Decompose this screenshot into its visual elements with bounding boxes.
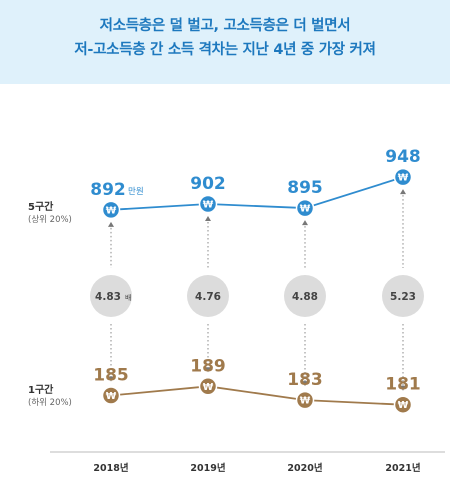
top-series-line [110, 176, 404, 211]
bottom-marker-1-won-icon: ₩ [203, 382, 214, 393]
top-value-label-2: 895 [287, 178, 323, 198]
bottom-series-line [110, 385, 404, 406]
top-marker-3-won-icon: ₩ [398, 173, 409, 184]
headline-line-2: 저-고소득층 간 소득 격차는 지난 4년 중 가장 커져 [74, 42, 376, 58]
arrow-up-1 [205, 216, 211, 221]
ratio-label-0: 4.83 [95, 291, 121, 303]
arrow-down-0 [108, 376, 114, 382]
unit-label: 만원 [128, 187, 144, 197]
top-marker-1-won-icon: ₩ [203, 200, 214, 211]
ratio-label-2: 4.88 [292, 291, 318, 303]
bottom-marker-3 [393, 395, 413, 414]
x-tick-label-2: 2020년 [287, 462, 322, 474]
bottom-quintile-label: 1구간 [28, 385, 54, 396]
arrow-down-1 [205, 367, 211, 373]
x-tick-label-0: 2018년 [93, 462, 128, 474]
top-value-label-1: 902 [190, 174, 226, 194]
ratio-circle-3 [382, 275, 424, 317]
x-tick-label-1: 2019년 [190, 462, 225, 474]
top-value-label-0: 892 [90, 180, 126, 200]
ratio-unit-label: 배 [125, 293, 131, 302]
bottom-marker-2-won-icon: ₩ [300, 396, 311, 407]
top-marker-1 [198, 194, 218, 214]
bottom-value-label-1: 189 [190, 356, 226, 376]
top-marker-2 [295, 198, 315, 218]
ratio-label-3: 5.23 [390, 291, 416, 303]
bottom-marker-0 [101, 386, 121, 405]
top-value-label-3: 948 [385, 147, 421, 167]
arrow-up-0 [108, 221, 114, 227]
arrow-up-3 [400, 189, 406, 195]
arrow-up-2 [302, 220, 308, 226]
top-marker-0-won-icon: ₩ [106, 205, 117, 216]
top-marker-3 [393, 167, 413, 187]
bottom-quintile-sublabel: (하위 20%) [28, 398, 72, 408]
arrow-down-3 [400, 385, 406, 391]
bottom-marker-0-won-icon: ₩ [106, 391, 117, 402]
bottom-value-label-3: 181 [385, 375, 421, 395]
top-marker-0 [101, 200, 121, 220]
arrow-down-2 [302, 381, 308, 387]
bottom-value-label-2: 183 [287, 370, 323, 390]
headline-banner: 저소득층은 덜 벌고, 고소득층은 더 벌면서 저-고소득층 간 소득 격차는 … [0, 0, 450, 84]
ratio-circle-1 [187, 275, 229, 317]
ratio-circle-0 [90, 275, 132, 317]
ratio-circle-2 [284, 275, 326, 317]
top-marker-2-won-icon: ₩ [300, 204, 311, 215]
top-quintile-sublabel: (상위 20%) [28, 215, 72, 225]
ratio-label-1: 4.76 [195, 291, 221, 303]
bottom-marker-3-won-icon: ₩ [398, 400, 409, 411]
bottom-marker-1 [198, 377, 218, 396]
top-quintile-label: 5구간 [28, 202, 54, 213]
x-tick-label-3: 2021년 [385, 462, 420, 474]
headline-line-1: 저소득층은 덜 벌고, 고소득층은 더 벌면서 [99, 18, 351, 34]
bottom-marker-2 [295, 390, 315, 410]
bottom-value-label-0: 185 [93, 366, 129, 386]
